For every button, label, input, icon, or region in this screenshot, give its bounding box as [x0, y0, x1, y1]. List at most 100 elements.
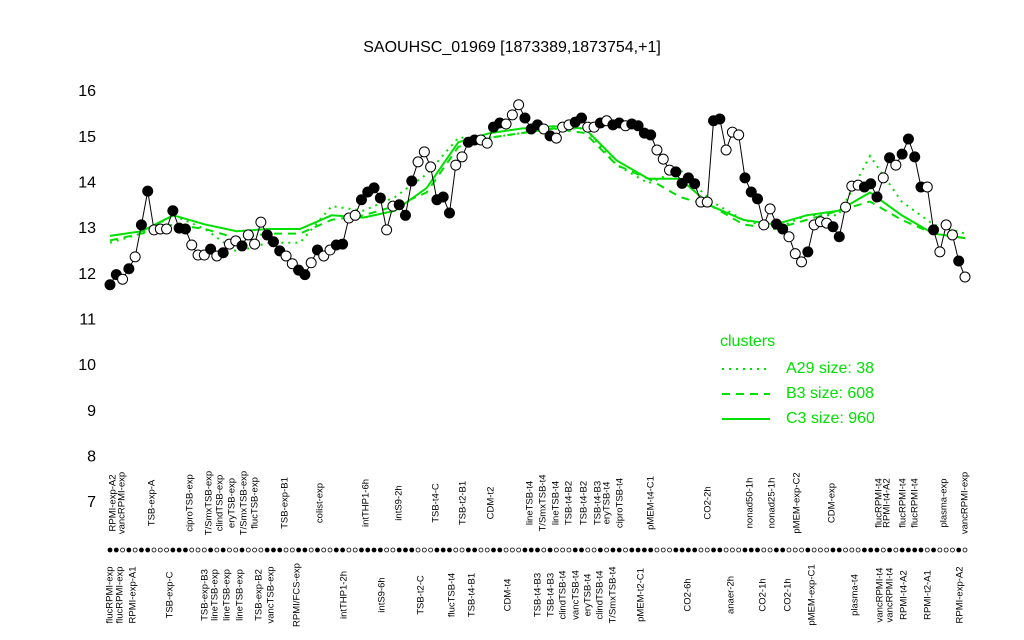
- x-label-bottom: TSB-exp-B2: [254, 569, 265, 621]
- chart-title: SAOUHSC_01969 [1873389,1873754,+1]: [363, 39, 661, 56]
- x-label-bottom: T/SmxTSB-t4: [608, 566, 619, 623]
- sample-dot: [899, 547, 905, 553]
- sample-dot: [918, 547, 924, 553]
- x-label-top: TSB-t4-B3: [593, 481, 604, 525]
- x-label-top: T/SmxTSB-exp: [239, 471, 250, 535]
- sample-dot: [239, 547, 245, 553]
- y-tick-label: 14: [78, 175, 96, 192]
- sample-dot: [415, 547, 421, 553]
- sample-dot: [296, 547, 302, 553]
- sample-dot: [761, 547, 767, 553]
- x-label-bottom: vancTSB-t4: [571, 570, 582, 620]
- x-label-bottom: RPMI/FCS-exp: [292, 563, 303, 627]
- y-tick-label: 11: [79, 312, 96, 329]
- data-point: [337, 238, 349, 250]
- sample-dot: [189, 547, 195, 553]
- data-point: [513, 99, 525, 111]
- data-point: [670, 166, 682, 178]
- data-point: [745, 186, 757, 198]
- x-label-bottom: TSB-t4-B3: [533, 573, 544, 617]
- sample-dot: [359, 547, 364, 553]
- data-point: [953, 255, 965, 267]
- sample-dot: [950, 547, 955, 553]
- sample-dot: [824, 547, 830, 553]
- sample-dot: [572, 547, 578, 553]
- sample-dot: [755, 547, 760, 553]
- data-point: [443, 207, 455, 219]
- sample-dot: [503, 547, 509, 553]
- x-label-top: eryTSB-t4: [602, 482, 613, 525]
- sample-dot: [830, 547, 836, 553]
- sample-dot: [597, 547, 603, 553]
- data-point: [752, 193, 764, 205]
- x-label-top: ciproTSB-exp: [185, 474, 196, 532]
- sample-dot: [233, 547, 239, 553]
- sample-dot: [704, 547, 710, 553]
- data-point: [865, 178, 877, 190]
- data-point: [657, 153, 669, 165]
- data-point: [645, 129, 657, 141]
- x-label-bottom: CO2-6h: [683, 578, 694, 611]
- sample-dot: [352, 547, 358, 553]
- y-tick-label: 16: [78, 83, 96, 100]
- sample-dot: [434, 547, 440, 553]
- sample-dot: [591, 547, 597, 553]
- x-label-top: clindTSB-exp: [215, 475, 226, 532]
- data-point: [425, 161, 437, 173]
- sample-dot: [748, 547, 754, 553]
- data-point: [840, 201, 852, 213]
- sample-dot: [579, 547, 584, 553]
- y-tick-label: 9: [87, 403, 96, 420]
- x-label-top: lineTSB-t4: [551, 481, 562, 525]
- x-label-top: eryTSB-exp: [227, 478, 238, 528]
- x-label-top: CDM-exp: [827, 483, 838, 523]
- data-point: [261, 229, 273, 241]
- x-label-bottom: clindTSB-t4: [558, 570, 569, 619]
- sample-dot: [635, 547, 641, 553]
- x-label-top: CO2-2h: [703, 486, 714, 519]
- data-point: [519, 112, 531, 124]
- x-label-bottom: pMEM-t2-C1: [636, 568, 647, 622]
- x-label-bottom: intTHP1-2h: [339, 571, 350, 619]
- y-tick-label: 13: [78, 220, 96, 237]
- sample-dot: [547, 547, 553, 553]
- sample-dot: [195, 547, 201, 553]
- sample-dot: [729, 547, 735, 553]
- sample-dot: [629, 547, 635, 553]
- x-label-top: CDM-t2: [486, 487, 497, 520]
- x-label-bottom: RPMI-t2-A1: [923, 570, 934, 620]
- data-point: [117, 273, 129, 285]
- sample-dot: [315, 547, 320, 553]
- x-label-bottom: TSB-t2-C: [416, 575, 427, 615]
- data-point: [500, 118, 512, 130]
- y-tick-label: 10: [78, 357, 96, 374]
- data-point: [418, 146, 430, 158]
- sample-dot: [277, 547, 283, 553]
- data-point: [928, 224, 940, 236]
- data-point: [205, 243, 217, 255]
- data-point: [802, 246, 814, 258]
- sample-dot: [880, 547, 886, 553]
- data-point: [299, 269, 311, 281]
- data-point: [506, 109, 518, 121]
- sample-dot: [541, 547, 547, 553]
- sample-dot: [855, 547, 861, 553]
- sample-dot: [333, 547, 339, 553]
- data-point: [381, 224, 393, 236]
- data-point: [896, 148, 908, 160]
- x-label-top: RPMI-exp-A2: [108, 474, 119, 531]
- x-label-top: TSB-t4-C: [431, 483, 442, 523]
- data-point: [783, 231, 795, 243]
- sample-dot: [654, 547, 660, 553]
- x-label-bottom: CO2-1h: [783, 578, 794, 611]
- data-point: [833, 231, 845, 243]
- sample-dot: [906, 547, 911, 553]
- x-label-bottom: CDM-t4: [503, 579, 514, 612]
- sample-dot: [780, 547, 786, 553]
- x-label-top: T/SmxTSB-t4: [538, 474, 549, 531]
- data-point: [946, 229, 958, 241]
- x-label-top: vancRPMI-exp: [117, 472, 128, 534]
- sample-dot: [660, 547, 666, 553]
- data-point: [733, 129, 745, 141]
